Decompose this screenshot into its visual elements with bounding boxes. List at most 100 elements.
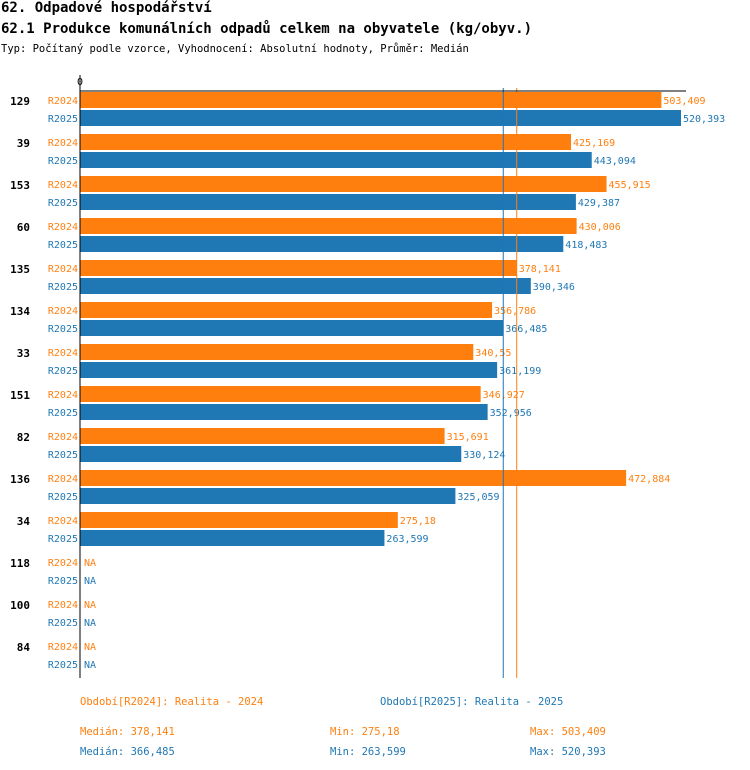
page-title: 62. Odpadové hospodářství	[1, 0, 212, 16]
series-label-r2024: R2024	[48, 306, 78, 317]
data-label-r2025: NA	[84, 660, 96, 671]
data-label-r2024: 378,141	[519, 264, 561, 275]
data-label-r2025: 325,059	[457, 492, 499, 503]
data-label-r2024: NA	[84, 558, 96, 569]
series-label-r2025: R2025	[48, 366, 78, 377]
series-label-r2024: R2024	[48, 264, 78, 275]
stat-max-r2025: Max: 520,393	[530, 746, 606, 758]
bar-r2024	[80, 470, 627, 486]
series-label-r2024: R2024	[48, 348, 78, 359]
legend-period-r2024: Období[R2024]: Realita - 2024	[80, 696, 264, 708]
series-label-r2025: R2025	[48, 660, 78, 671]
bar-r2025	[80, 278, 531, 294]
category-label: 84	[17, 641, 31, 654]
bar-r2025	[80, 152, 592, 168]
data-label-r2025: 429,387	[578, 198, 620, 209]
data-label-r2024: 425,169	[573, 138, 615, 149]
data-label-r2024: 503,409	[663, 96, 705, 107]
category-label: 34	[17, 515, 31, 528]
bar-chart: 0129R2024503,409R2025520,39339R2024425,1…	[10, 75, 725, 678]
series-label-r2024: R2024	[48, 222, 78, 233]
data-label-r2024: 340,55	[475, 348, 511, 359]
series-label-r2024: R2024	[48, 96, 78, 107]
stat-max-r2024: Max: 503,409	[530, 726, 606, 738]
series-label-r2025: R2025	[48, 198, 78, 209]
series-label-r2025: R2025	[48, 618, 78, 629]
stat-median-r2025: Medián: 366,485	[80, 746, 175, 758]
stat-median-r2024: Medián: 378,141	[80, 726, 175, 738]
data-label-r2025: 443,094	[594, 156, 636, 167]
bar-r2025	[80, 446, 462, 462]
data-label-r2025: 520,393	[683, 114, 725, 125]
category-label: 33	[17, 347, 30, 360]
chart-meta: Typ: Počítaný podle vzorce, Vyhodnocení:…	[1, 43, 469, 55]
data-label-r2025: 366,485	[505, 324, 547, 335]
bar-r2025	[80, 530, 385, 546]
data-label-r2025: 330,124	[463, 450, 505, 461]
category-label: 100	[10, 599, 30, 612]
data-label-r2024: 430,006	[579, 222, 621, 233]
chart-title: 62.1 Produkce komunálních odpadů celkem …	[1, 21, 533, 37]
category-label: 129	[10, 95, 30, 108]
data-label-r2024: 315,691	[447, 432, 489, 443]
category-label: 153	[10, 179, 30, 192]
category-label: 39	[17, 137, 30, 150]
series-label-r2024: R2024	[48, 390, 78, 401]
series-label-r2024: R2024	[48, 138, 78, 149]
bar-r2024	[80, 92, 662, 108]
bar-r2025	[80, 404, 488, 420]
stat-min-r2025: Min: 263,599	[330, 746, 406, 758]
series-label-r2025: R2025	[48, 156, 78, 167]
data-label-r2024: 455,915	[609, 180, 651, 191]
series-label-r2024: R2024	[48, 558, 78, 569]
data-label-r2025: 361,199	[499, 366, 541, 377]
data-label-r2024: NA	[84, 642, 96, 653]
series-label-r2024: R2024	[48, 642, 78, 653]
series-label-r2025: R2025	[48, 114, 78, 125]
data-label-r2025: 352,956	[490, 408, 532, 419]
series-label-r2025: R2025	[48, 492, 78, 503]
category-label: 118	[10, 557, 30, 570]
bar-r2024	[80, 512, 398, 528]
bar-r2025	[80, 320, 504, 336]
bar-r2024	[80, 218, 577, 234]
series-label-r2025: R2025	[48, 450, 78, 461]
data-label-r2024: 472,884	[628, 474, 670, 485]
bar-r2024	[80, 302, 493, 318]
data-label-r2025: 418,483	[565, 240, 607, 251]
data-label-r2025: NA	[84, 618, 96, 629]
bar-r2025	[80, 194, 576, 210]
series-label-r2025: R2025	[48, 324, 78, 335]
stat-min-r2024: Min: 275,18	[330, 726, 400, 738]
data-label-r2024: 356,786	[494, 306, 536, 317]
series-label-r2024: R2024	[48, 180, 78, 191]
series-label-r2025: R2025	[48, 408, 78, 419]
category-label: 60	[17, 221, 30, 234]
bar-r2024	[80, 176, 607, 192]
category-label: 151	[10, 389, 30, 402]
bar-r2025	[80, 110, 681, 126]
category-label: 134	[10, 305, 30, 318]
bar-r2024	[80, 134, 572, 150]
bar-r2024	[80, 428, 445, 444]
bar-r2025	[80, 488, 456, 504]
category-label: 82	[17, 431, 30, 444]
data-label-r2025: 263,599	[386, 534, 428, 545]
series-label-r2024: R2024	[48, 474, 78, 485]
bar-r2024	[80, 344, 474, 360]
data-label-r2025: 390,346	[533, 282, 575, 293]
legend-period-r2025: Období[R2025]: Realita - 2025	[380, 696, 564, 708]
category-label: 136	[10, 473, 30, 486]
series-label-r2025: R2025	[48, 282, 78, 293]
series-label-r2025: R2025	[48, 576, 78, 587]
series-label-r2024: R2024	[48, 516, 78, 527]
series-label-r2024: R2024	[48, 600, 78, 611]
series-label-r2025: R2025	[48, 534, 78, 545]
series-label-r2024: R2024	[48, 432, 78, 443]
bar-r2024	[80, 260, 517, 276]
bar-r2025	[80, 362, 498, 378]
data-label-r2025: NA	[84, 576, 96, 587]
bar-r2024	[80, 386, 481, 402]
series-label-r2025: R2025	[48, 240, 78, 251]
category-label: 135	[10, 263, 30, 276]
